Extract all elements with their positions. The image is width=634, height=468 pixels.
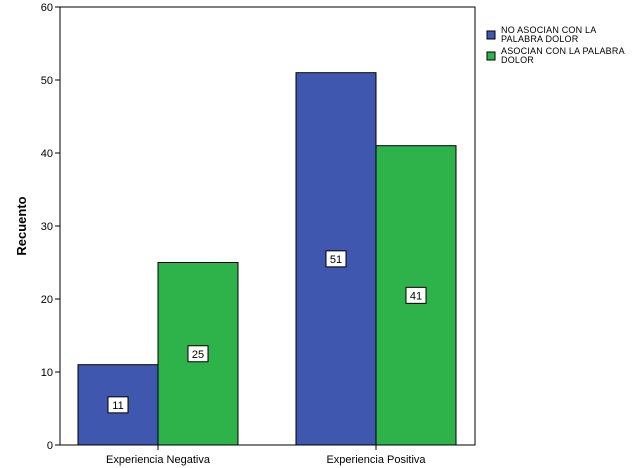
data-label: 41	[410, 290, 422, 302]
y-tick-label: 20	[41, 294, 53, 306]
legend-swatch	[486, 30, 496, 40]
data-label-box	[187, 345, 209, 363]
x-category-label: Experiencia Negativa	[106, 454, 211, 466]
y-axis-title: Recuento	[14, 196, 29, 255]
data-label: 11	[112, 400, 123, 412]
legend: NO ASOCIAN CON LA PALABRA DOLOR ASOCIAN CO…	[486, 25, 625, 65]
data-label-box	[107, 396, 129, 414]
y-tick-label: 0	[47, 440, 53, 452]
y-tick-label: 40	[41, 148, 53, 160]
data-label: 25	[192, 349, 204, 361]
y-tick-label: 10	[41, 367, 53, 379]
legend-label: ASOCIAN CON LA PALABRA DOLOR	[501, 46, 625, 65]
axes-layer: 0 10 20 30 40 50 60 Experiencia Negativa Experie…	[41, 2, 476, 466]
data-label: 51	[330, 254, 342, 266]
y-tick-label: 60	[41, 2, 53, 14]
legend-swatch	[486, 51, 496, 61]
data-label-box	[405, 286, 427, 304]
data-label-box	[325, 250, 347, 268]
data-labels-layer: 11 25 51 41	[107, 250, 427, 414]
x-category-label: Experiencia Positiva	[326, 454, 426, 466]
legend-label: NO ASOCIAN CON LA PALABRA DOLOR	[501, 25, 596, 44]
y-tick-label: 50	[41, 75, 53, 87]
y-tick-label: 30	[41, 221, 53, 233]
